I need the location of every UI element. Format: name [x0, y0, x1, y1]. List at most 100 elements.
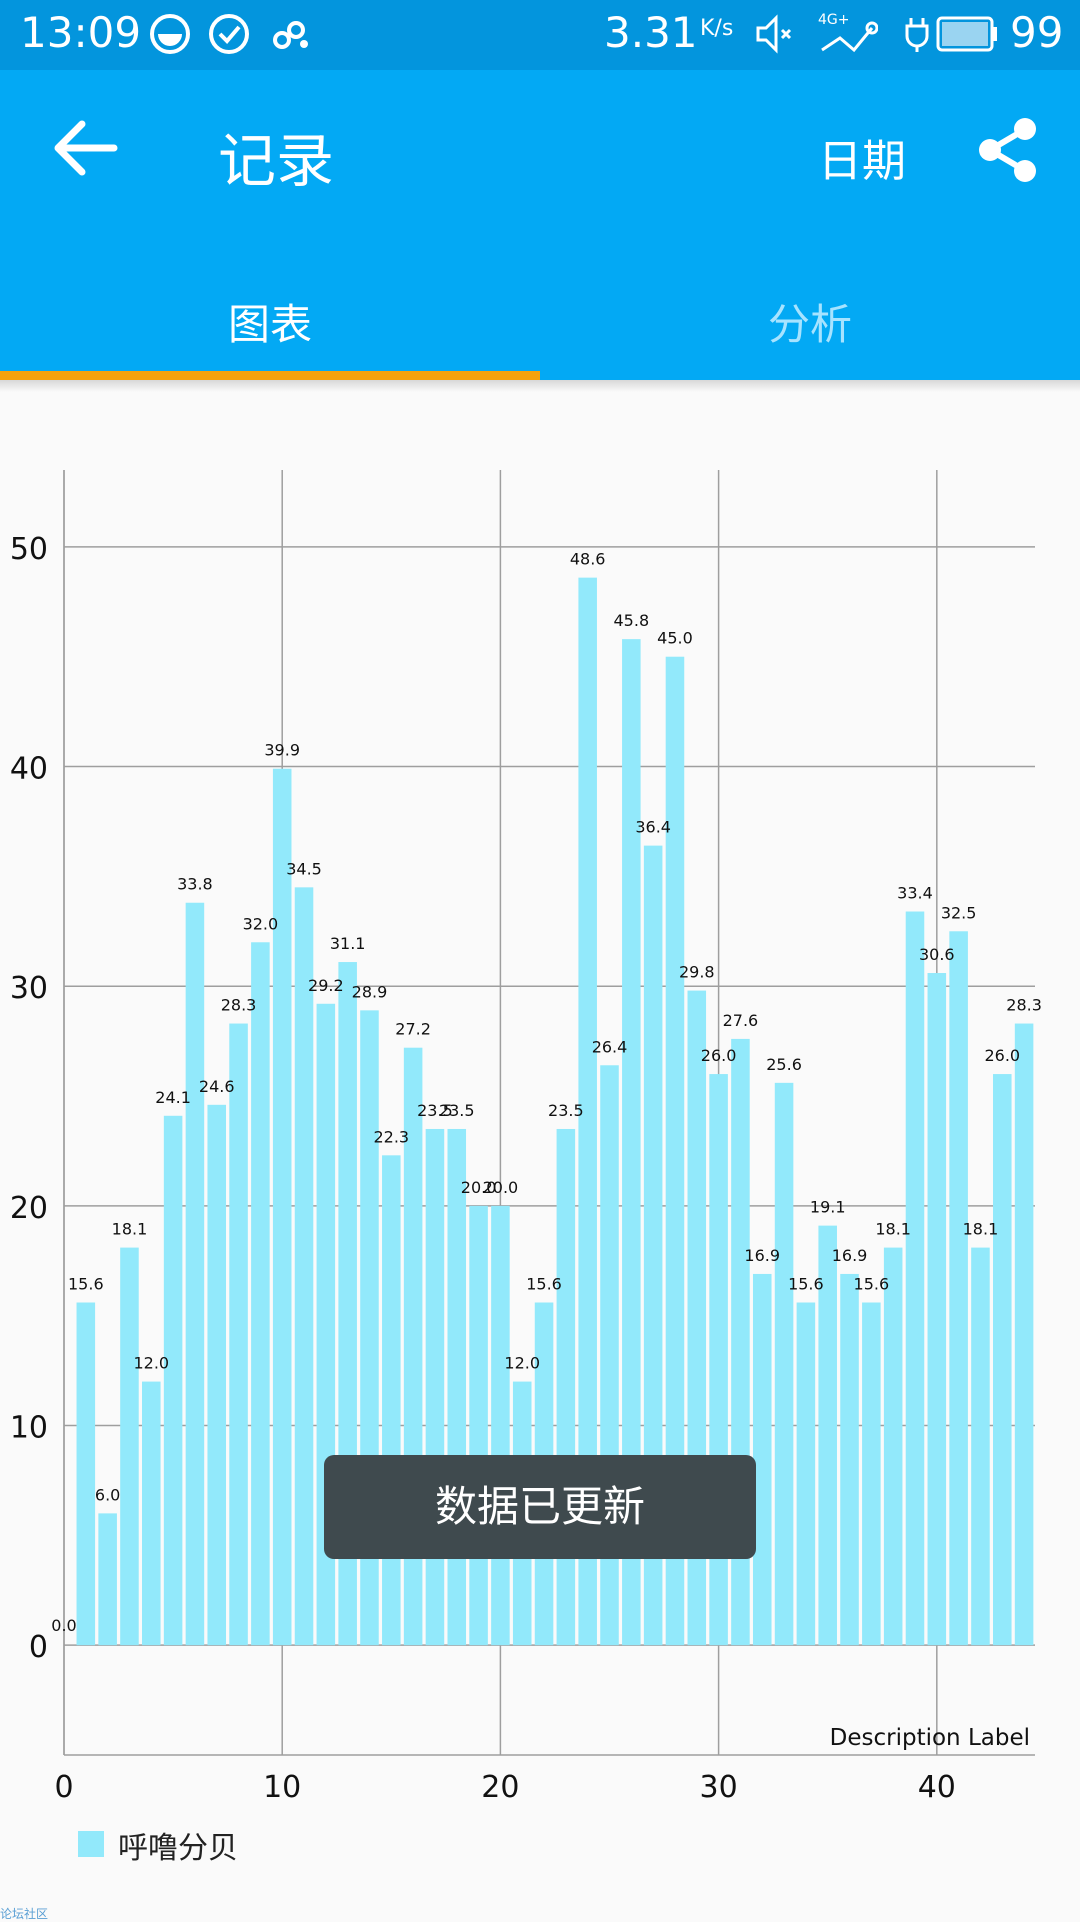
charging-icon — [905, 18, 929, 52]
app-bar-shadow — [0, 380, 1080, 392]
value-label-1: 15.6 — [68, 1275, 104, 1294]
bar-19 — [469, 1205, 488, 1646]
bar-3 — [120, 1247, 139, 1646]
value-label-13: 31.1 — [330, 934, 366, 953]
value-label-16: 27.2 — [395, 1020, 431, 1039]
bar-37 — [862, 1302, 881, 1646]
value-label-8: 28.3 — [221, 996, 257, 1015]
value-label-15: 22.3 — [373, 1127, 409, 1146]
network-type: 4G+ — [818, 12, 850, 28]
x-tick-label-30: 30 — [700, 1770, 738, 1805]
value-label-40: 30.6 — [919, 945, 955, 964]
value-label-31: 27.6 — [723, 1011, 759, 1030]
bar-26 — [622, 639, 641, 1646]
value-label-25: 26.4 — [592, 1037, 628, 1056]
value-label-35: 19.1 — [810, 1198, 846, 1217]
face-icon — [150, 14, 190, 54]
chart-description-label: Description Label — [830, 1725, 1030, 1751]
speed-unit: K/s — [700, 16, 734, 41]
bar-chart[interactable]: 15.6 6.0 18.1 12.0 24.1 33.8 24.6 28.3 32.0 39.9 3… — [0, 380, 1080, 1920]
bar-24 — [578, 577, 597, 1646]
value-label-33: 25.6 — [766, 1055, 802, 1074]
bar-35 — [818, 1225, 837, 1646]
value-label-12: 29.2 — [308, 976, 344, 995]
chart-value-labels: 15.6 6.0 18.1 12.0 24.1 33.8 24.6 28.3 32.0 39.9 3… — [51, 550, 1042, 1636]
tab-analysis[interactable]: 分析 — [767, 300, 852, 349]
value-label-14: 28.9 — [352, 982, 388, 1001]
bar-39 — [905, 911, 925, 1646]
bar-33 — [774, 1082, 794, 1646]
value-label-36: 16.9 — [832, 1246, 868, 1265]
y-tick-label-20: 20 — [10, 1191, 48, 1226]
date-button[interactable]: 日期 — [818, 136, 906, 187]
value-label-20: 20.0 — [483, 1178, 519, 1197]
tab-chart[interactable]: 图表 — [227, 300, 312, 349]
x-tick-label-20: 20 — [481, 1770, 519, 1805]
battery-level: 99 — [1010, 8, 1064, 57]
arrow-left-icon[interactable] — [50, 116, 120, 180]
bar-43 — [992, 1074, 1012, 1646]
value-label-6: 33.8 — [177, 875, 213, 894]
bar-5 — [163, 1115, 183, 1646]
status-bar: 13:09 3.31 K/s 4G+ 99 — [0, 0, 1080, 70]
battery-icon — [936, 16, 997, 52]
value-label-19: 20.0 — [461, 1178, 497, 1197]
value-label-26: 45.8 — [614, 611, 650, 630]
x-tick-label-10: 10 — [263, 1770, 301, 1805]
value-label-10: 39.9 — [264, 741, 300, 760]
bar-34 — [796, 1302, 816, 1646]
legend-label: 呼噜分贝 — [118, 1831, 238, 1866]
bar-27 — [643, 845, 663, 1646]
mute-icon — [756, 14, 792, 54]
legend-swatch — [78, 1831, 104, 1857]
value-label-18: 23.5 — [439, 1101, 475, 1120]
page-title: 记录 — [218, 127, 335, 195]
bar-23 — [556, 1128, 576, 1646]
network-speed: 3.31 — [604, 8, 698, 57]
bar-28 — [665, 656, 685, 1646]
value-label-39: 33.4 — [897, 884, 933, 903]
value-label-27: 36.4 — [635, 818, 671, 837]
bar-9 — [251, 942, 270, 1646]
bar-30 — [709, 1074, 728, 1646]
bar-17 — [425, 1128, 445, 1646]
value-label-32: 16.9 — [744, 1246, 780, 1265]
value-label-2: 6.0 — [95, 1485, 120, 1504]
bar-1 — [76, 1302, 96, 1646]
x-tick-label-40: 40 — [918, 1770, 956, 1805]
value-label-29: 29.8 — [679, 963, 715, 982]
footer-watermark: 论坛社区 — [0, 1907, 49, 1921]
value-label-11: 34.5 — [286, 859, 322, 878]
value-label-38: 18.1 — [875, 1220, 911, 1239]
x-tick-label-0: 0 — [54, 1770, 73, 1805]
link-icon — [273, 21, 308, 49]
bar-38 — [883, 1247, 903, 1646]
bar-7 — [207, 1104, 227, 1646]
value-label-23: 23.5 — [548, 1101, 584, 1120]
value-label-42: 18.1 — [963, 1220, 999, 1239]
value-label-0: 0.0 — [51, 1616, 76, 1635]
value-label-43: 26.0 — [984, 1046, 1020, 1065]
bar-11 — [294, 887, 314, 1646]
bar-32 — [752, 1273, 772, 1646]
toast-message: 数据已更新 — [324, 1455, 756, 1559]
bar-18 — [447, 1128, 467, 1646]
bar-4 — [142, 1381, 161, 1646]
value-label-34: 15.6 — [788, 1275, 824, 1294]
tab-indicator — [0, 371, 540, 380]
share-icon[interactable] — [976, 116, 1040, 184]
bar-2 — [98, 1513, 117, 1646]
y-tick-label-30: 30 — [10, 971, 48, 1006]
check-circle-icon — [209, 14, 249, 54]
bar-10 — [272, 768, 292, 1646]
bar-41 — [949, 931, 968, 1646]
bar-42 — [971, 1247, 990, 1646]
bar-6 — [185, 902, 205, 1646]
y-tick-label-10: 10 — [10, 1411, 48, 1446]
value-label-24: 48.6 — [570, 550, 606, 569]
bar-36 — [840, 1273, 859, 1646]
status-time: 13:09 — [20, 8, 142, 57]
value-label-17: 23.5 — [417, 1101, 453, 1120]
value-label-9: 32.0 — [243, 914, 279, 933]
bar-44 — [1014, 1023, 1034, 1646]
